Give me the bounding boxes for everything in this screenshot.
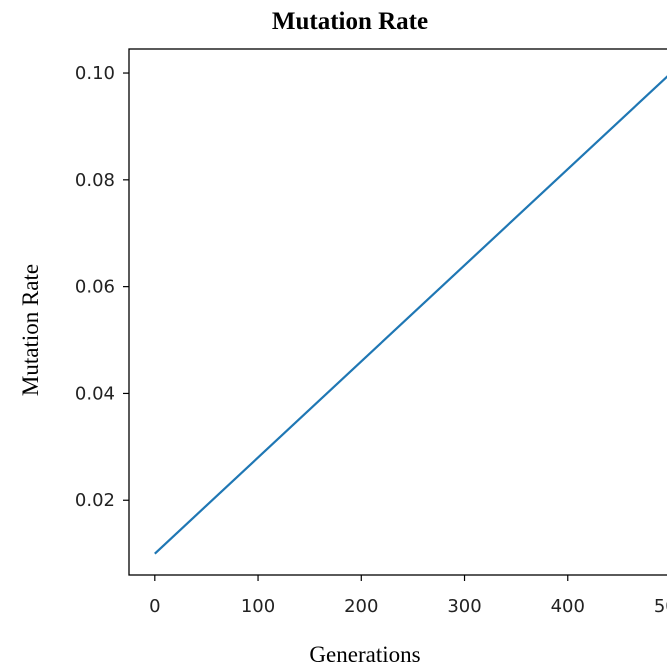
- x-tick-label: 300: [447, 596, 481, 617]
- y-tick-label: 0.04: [75, 383, 115, 404]
- plot-area-frame: [128, 48, 667, 576]
- x-tick-label: 0: [149, 596, 160, 617]
- x-tick-label: 200: [344, 596, 378, 617]
- x-axis-ticks: 0 100 200 300 400 500: [149, 575, 667, 617]
- chart-title: Mutation Rate: [272, 8, 428, 35]
- y-tick-label: 0.02: [75, 490, 115, 511]
- y-axis-ticks: 0.02 0.04 0.06 0.08 0.10: [75, 63, 129, 511]
- x-tick-label: 400: [551, 596, 585, 617]
- y-tick-label: 0.06: [75, 277, 115, 298]
- y-tick-label: 0.10: [75, 63, 115, 84]
- y-tick-label: 0.08: [75, 170, 115, 191]
- x-tick-label: 500: [654, 596, 667, 617]
- series-layer: [154, 75, 667, 555]
- y-axis-label: Mutation Rate: [18, 264, 43, 396]
- mutation-rate-line: [154, 75, 667, 555]
- x-tick-label: 100: [241, 596, 275, 617]
- x-axis-label: Generations: [309, 642, 420, 667]
